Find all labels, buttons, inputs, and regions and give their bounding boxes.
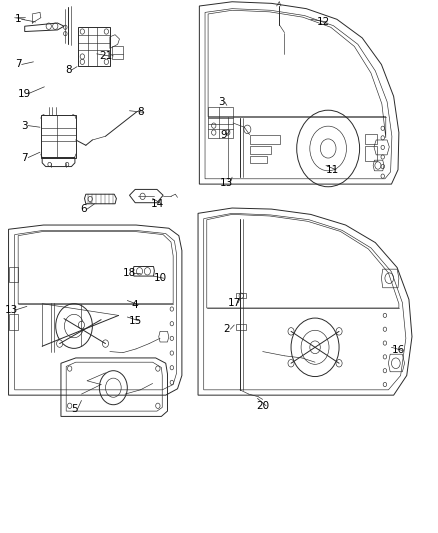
Text: 14: 14: [151, 199, 165, 209]
Text: 3: 3: [218, 96, 225, 107]
Text: 4: 4: [132, 300, 138, 310]
Text: 8: 8: [65, 65, 72, 75]
Text: 21: 21: [99, 51, 112, 61]
Text: 5: 5: [71, 404, 78, 414]
Circle shape: [78, 321, 85, 329]
Text: 20: 20: [256, 401, 269, 411]
Text: 16: 16: [392, 345, 406, 356]
Text: 11: 11: [326, 165, 339, 175]
Circle shape: [336, 360, 342, 367]
Text: 1: 1: [15, 14, 21, 25]
Text: 10: 10: [153, 273, 166, 283]
Text: 2: 2: [223, 324, 230, 334]
Text: 13: 13: [220, 177, 233, 188]
Text: 6: 6: [80, 204, 87, 214]
Text: 15: 15: [128, 316, 142, 326]
Text: 8: 8: [137, 107, 144, 117]
Text: 12: 12: [317, 17, 330, 27]
Circle shape: [336, 328, 342, 335]
Text: 7: 7: [21, 152, 28, 163]
Text: 3: 3: [21, 120, 28, 131]
Text: 17: 17: [228, 297, 241, 308]
Text: 7: 7: [15, 60, 21, 69]
Circle shape: [288, 360, 294, 367]
Circle shape: [288, 328, 294, 335]
Circle shape: [57, 340, 63, 348]
Text: 18: 18: [123, 268, 136, 278]
Circle shape: [102, 340, 109, 348]
Text: 9: 9: [220, 130, 227, 140]
Text: 13: 13: [5, 305, 18, 315]
Text: 19: 19: [18, 88, 32, 99]
